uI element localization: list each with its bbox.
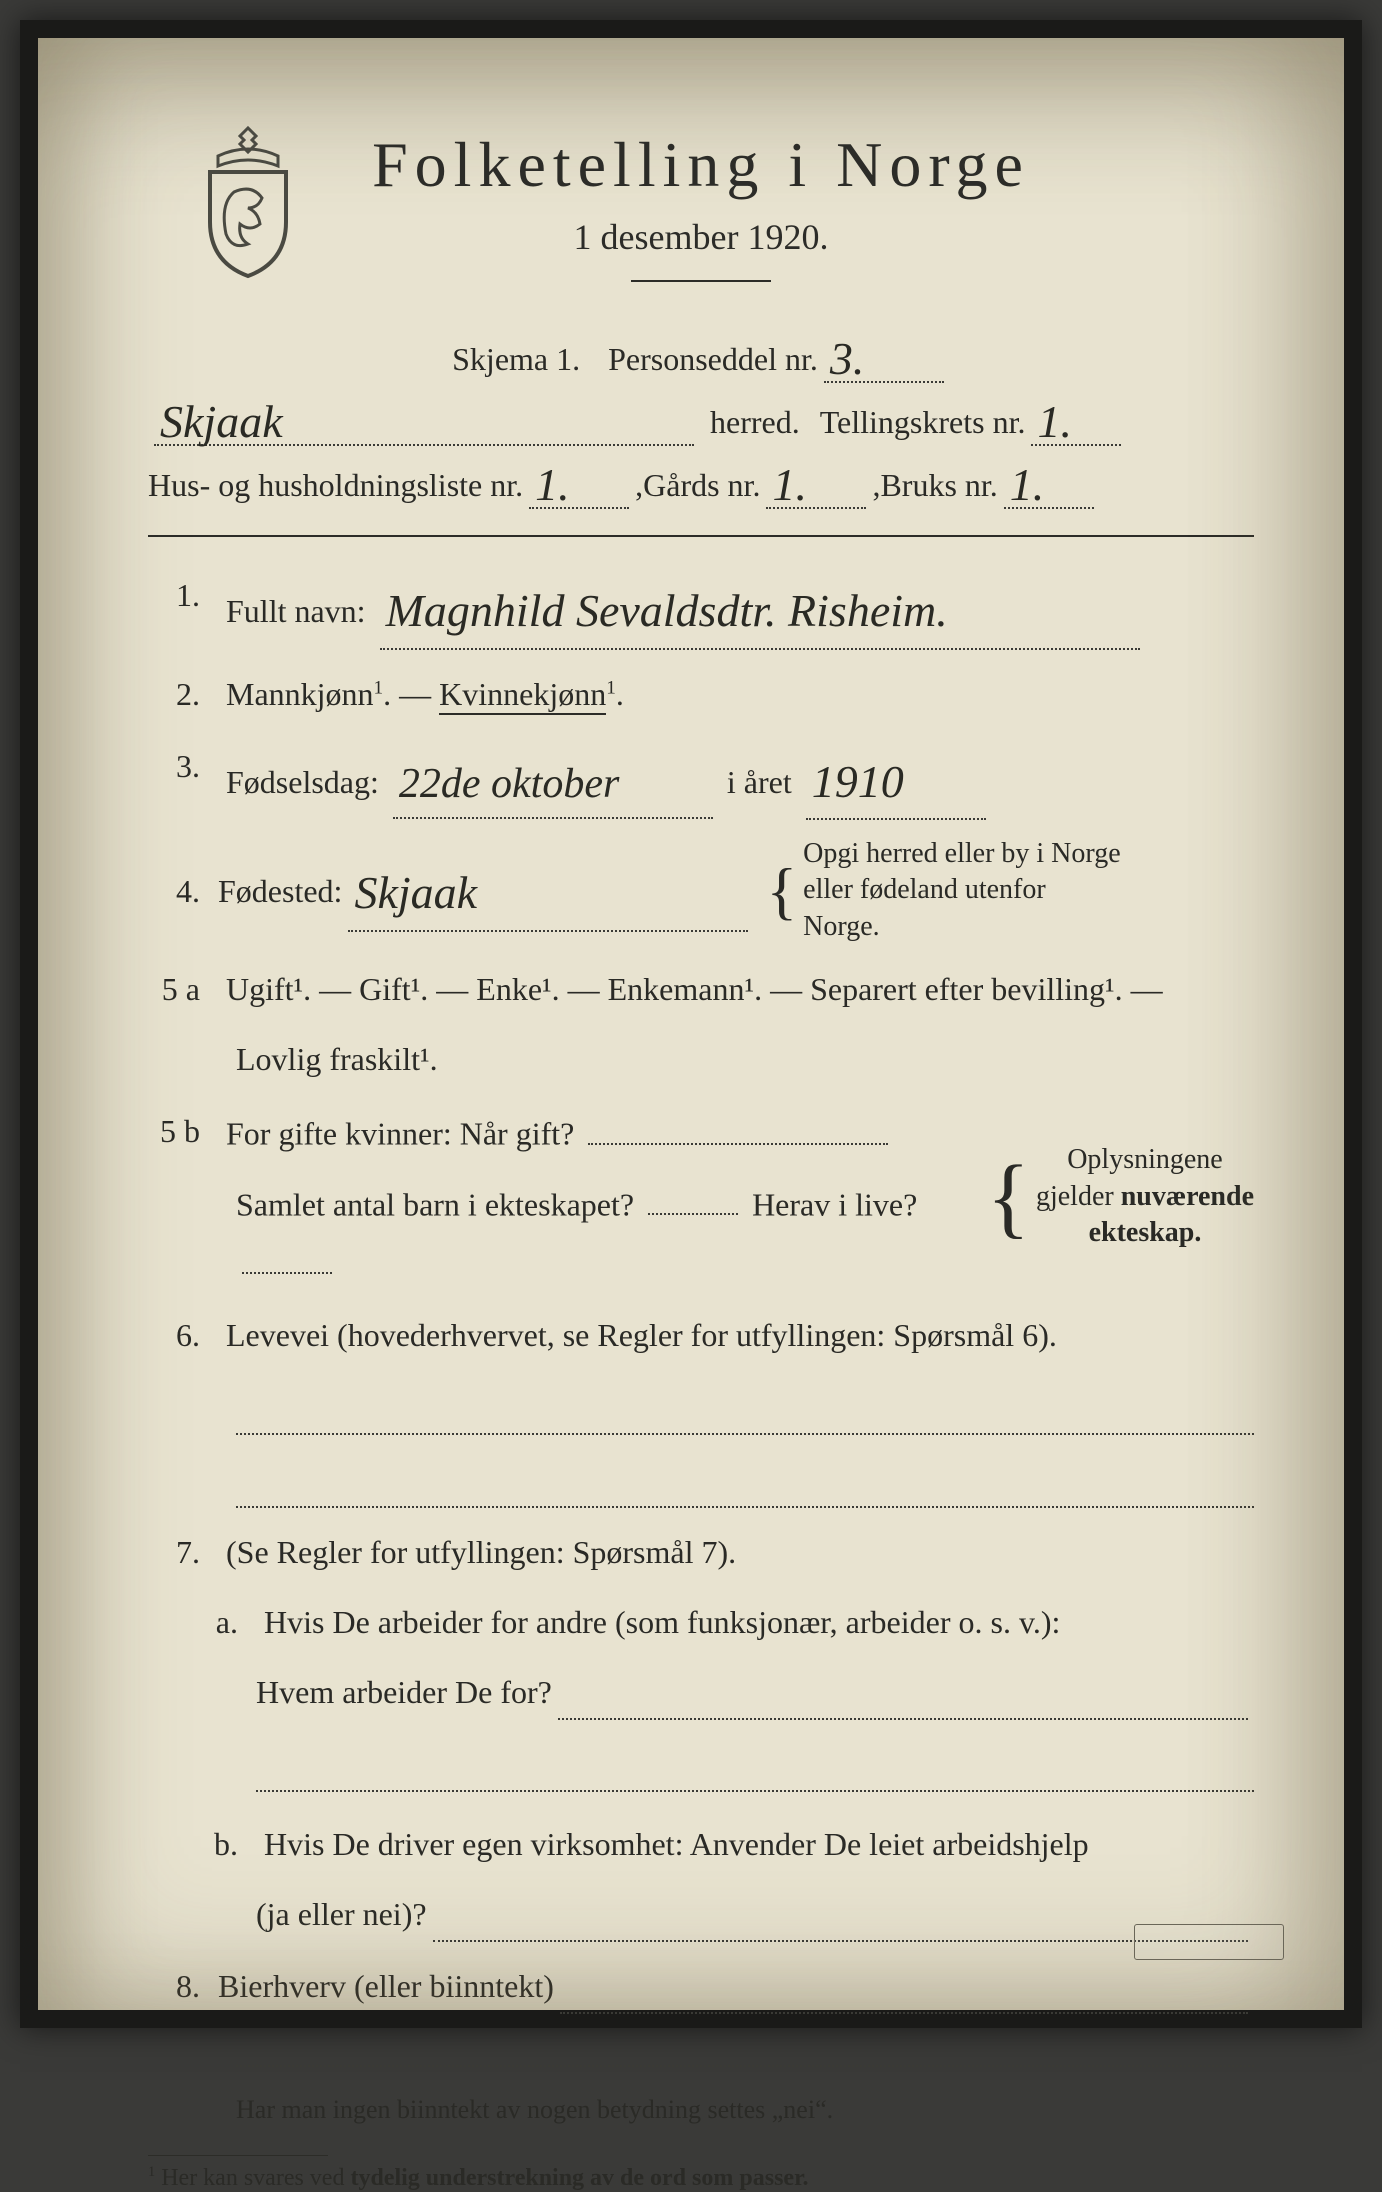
dotted-line — [236, 1469, 1254, 1507]
footnote-text-b: tydelig understrekning av de ord som pas… — [350, 2165, 808, 2191]
tellingskrets-nr: 1. — [1031, 396, 1078, 447]
q1: 1. Fullt navn: Magnhild Sevaldsdtr. Rish… — [148, 567, 1254, 650]
q4-note: Opgi herred eller by i Norge eller fødel… — [803, 836, 1123, 945]
q5b-note: Oplysningene gjelder nuværende ekteskap. — [1036, 1142, 1254, 1251]
q1-num: 1. — [148, 567, 218, 623]
q7b-num: b. — [148, 1816, 256, 1872]
q3-iaret: i året — [727, 764, 792, 800]
title-block: Folketelling i Norge 1 desember 1920. — [372, 128, 1030, 308]
q7a-l2: Hvem arbeider De for? — [256, 1664, 552, 1720]
separator-rule — [148, 535, 1254, 537]
dotted-line — [236, 2048, 1254, 2067]
q4-note-l1: Opgi herred eller by i Norge — [803, 838, 1121, 869]
q1-label: Fullt navn: — [226, 593, 366, 629]
schema-label: Skjema 1. — [452, 341, 580, 378]
herred-label: herred. — [710, 404, 800, 441]
q7: 7. (Se Regler for utfyllingen: Spørsmål … — [148, 1524, 1254, 1942]
q5a-num: 5 a — [148, 961, 218, 1017]
gards-label: Gårds nr. — [643, 467, 760, 504]
q6-text: Levevei (hovederhvervet, se Regler for u… — [226, 1317, 1057, 1353]
footnote: 1 Her kan svares ved tydelig understrekn… — [148, 2164, 1254, 2192]
title-rule — [631, 280, 771, 282]
bruks-label: Bruks nr. — [880, 467, 997, 504]
footnote-text-a: Her kan svares ved — [161, 2165, 350, 2191]
brace-icon: { — [987, 1157, 1030, 1238]
q2: 2. Mannkjønn1. — Kvinnekjønn1. — [148, 666, 1254, 722]
document-page: Folketelling i Norge 1 desember 1920. Sk… — [38, 38, 1344, 2010]
q5b-l2b: Herav i live? — [752, 1186, 917, 1222]
row-herred: Skjaak herred. Tellingskrets nr. 1. — [148, 391, 1254, 446]
q8-num: 8. — [148, 1958, 218, 2014]
q8-label: Bierhverv (eller biinntekt) — [218, 1958, 554, 2014]
q2-mann: Mannkjønn — [226, 676, 374, 712]
page-subtitle: 1 desember 1920. — [372, 216, 1030, 258]
q2-dash: — — [399, 676, 439, 712]
q2-num: 2. — [148, 666, 218, 722]
row-hus: Hus- og husholdningsliste nr. 1. , Gårds… — [148, 454, 1254, 509]
q4-value: Skjaak — [348, 867, 483, 918]
q3-num: 3. — [148, 738, 218, 794]
gards-nr: 1. — [766, 459, 813, 510]
q3: 3. Fødselsdag: 22de oktober i året 1910 — [148, 738, 1254, 821]
bruks-nr: 1. — [1004, 459, 1051, 510]
q7b-l1: Hvis De driver egen virksomhet: Anvender… — [264, 1826, 1089, 1862]
q3-year: 1910 — [806, 756, 910, 807]
q5b-l2a: Samlet antal barn i ekteskapet? — [236, 1186, 634, 1222]
page-title: Folketelling i Norge — [372, 128, 1030, 202]
header: Folketelling i Norge 1 desember 1920. — [148, 128, 1254, 308]
q5a-text: Ugift¹. — Gift¹. — Enke¹. — Enkemann¹. —… — [226, 971, 1163, 1007]
q5b-l1a: For gifte kvinner: Når gift? — [226, 1116, 574, 1152]
row-schema: Skjema 1. Personseddel nr. 3. — [148, 328, 1254, 383]
q8: 8. Bierhverv (eller biinntekt) — [148, 1958, 1254, 2014]
q5b-note-l3: ekteskap. — [1089, 1217, 1202, 1248]
q4: 4. Fødested: Skjaak { Opgi herred eller … — [148, 836, 1254, 945]
q3-label: Fødselsdag: — [226, 764, 379, 800]
personseddel-label: Personseddel nr. — [608, 341, 818, 378]
q5b: 5 b For gifte kvinner: Når gift? Samlet … — [148, 1103, 1254, 1291]
q5b-num: 5 b — [148, 1103, 218, 1159]
q6: 6. Levevei (hovederhvervet, se Regler fo… — [148, 1307, 1254, 1508]
q5a-line2: Lovlig fraskilt¹. — [148, 1031, 1254, 1087]
q7-num: 7. — [148, 1524, 218, 1580]
q4-label: Fødested: — [218, 863, 342, 919]
tellingskrets-label: Tellingskrets nr. — [820, 404, 1026, 441]
q5b-note-l2: gjelder — [1036, 1181, 1121, 1212]
footnote-rule — [148, 2155, 328, 2156]
scan-frame: Folketelling i Norge 1 desember 1920. Sk… — [20, 20, 1362, 2028]
dotted-line — [236, 1397, 1254, 1435]
q7b-l2: (ja eller nei)? — [256, 1886, 427, 1942]
personseddel-nr: 3. — [824, 333, 871, 384]
q6-num: 6. — [148, 1307, 218, 1363]
crest-svg — [188, 122, 308, 282]
q5b-note-bold: nuværende — [1121, 1181, 1254, 1212]
q2-kvinne: Kvinnekjønn — [439, 676, 606, 715]
q7-head: (Se Regler for utfyllingen: Spørsmål 7). — [226, 1534, 736, 1570]
printer-stamp — [1134, 1924, 1284, 1960]
hus-nr: 1. — [529, 459, 576, 510]
hus-label: Hus- og husholdningsliste nr. — [148, 467, 523, 504]
brace-icon: { — [766, 862, 797, 920]
herred-value: Skjaak — [154, 396, 289, 447]
coat-of-arms-icon — [188, 122, 308, 282]
q5a: 5 a Ugift¹. — Gift¹. — Enke¹. — Enkemann… — [148, 961, 1254, 1087]
q1-value: Magnhild Sevaldsdtr. Risheim. — [380, 585, 954, 636]
q7a-num: a. — [148, 1594, 256, 1650]
footnote-marker: 1 — [148, 2164, 155, 2180]
q3-day: 22de oktober — [393, 761, 625, 807]
q7a-l1: Hvis De arbeider for andre (som funksjon… — [264, 1604, 1060, 1640]
q4-note-l2: eller fødeland utenfor Norge. — [803, 874, 1046, 941]
dotted-line — [256, 1754, 1254, 1792]
q5b-note-l1: Oplysningene — [1067, 1144, 1223, 1175]
q4-num: 4. — [148, 863, 218, 919]
q8-note: Har man ingen biinntekt av nogen betydni… — [148, 2095, 1254, 2125]
